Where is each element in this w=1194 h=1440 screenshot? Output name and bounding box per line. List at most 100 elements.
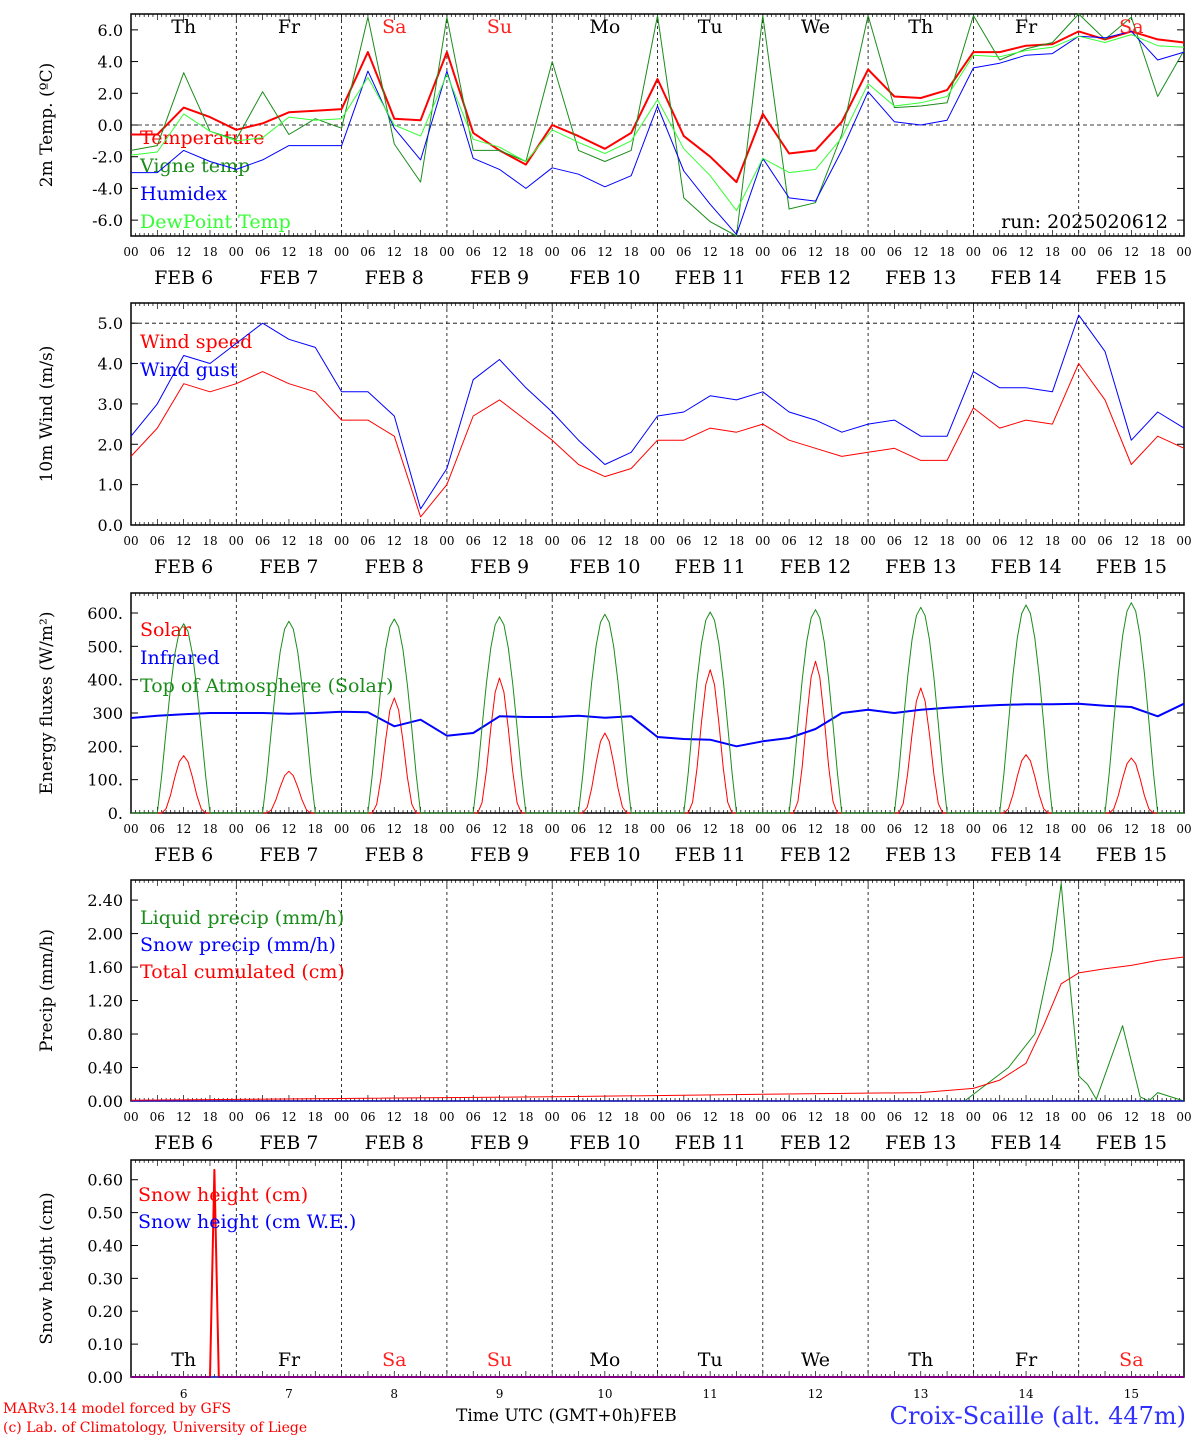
series-line-infrared (130, 702, 1185, 748)
hour-tick-label: 00 (966, 1110, 981, 1124)
hour-tick-label: 00 (966, 822, 981, 836)
hour-tick-label: 18 (413, 534, 428, 548)
date-label: FEB 14 (990, 844, 1061, 866)
hour-tick-label: 12 (176, 822, 191, 836)
hour-tick-label: 18 (518, 245, 533, 259)
y-tick-label: -6.0 (92, 211, 123, 230)
date-label: FEB 10 (569, 556, 640, 578)
hour-tick-label: 18 (834, 822, 849, 836)
hour-tick-label: 12 (281, 822, 296, 836)
weekday-label: Mo (589, 1349, 620, 1371)
hour-tick-label: 12 (176, 245, 191, 259)
date-label: FEB 6 (154, 1132, 213, 1154)
time-utc-label: Time UTC (GMT+0h) (456, 1406, 641, 1426)
weekday-label: Tu (698, 1349, 723, 1371)
series-line-wind-speed (130, 363, 1185, 518)
date-label: FEB 13 (885, 267, 956, 289)
hour-tick-label: 06 (150, 1110, 165, 1124)
date-label: FEB 9 (470, 1132, 529, 1154)
hour-tick-label: 12 (597, 534, 612, 548)
chart-panel-2: 5.0 4.0 3.0 2.0 1.0 0.0 10m Wind (m/s) Wind spe… (37, 302, 1192, 578)
hour-tick-label: 00 (123, 822, 138, 836)
series-line-temperature (131, 30, 1185, 184)
hour-tick-label: 06 (360, 534, 375, 548)
weekday-label: Mo (589, 16, 620, 38)
hour-tick-label: 00 (334, 822, 349, 836)
y-tick-label: 1.0 (98, 476, 123, 495)
hour-tick-label: 06 (781, 245, 796, 259)
hour-tick-label: 06 (1097, 245, 1112, 259)
y-tick-label: 300 (92, 704, 123, 723)
y-tick-label: 0.20 (87, 1302, 123, 1321)
weekday-label: Fr (1015, 1349, 1038, 1371)
date-label: FEB 10 (569, 267, 640, 289)
hour-tick-label: 18 (1150, 822, 1165, 836)
date-label: FEB 10 (569, 844, 640, 866)
hour-tick-label: 18 (834, 245, 849, 259)
hour-tick-label: 00 (545, 822, 560, 836)
y-tick-label: 600. (87, 604, 123, 623)
station-title: Croix-Scaille (alt. 447m) (889, 1402, 1186, 1430)
hour-tick-label: 12 (703, 245, 718, 259)
y-tick-label: 400. (87, 671, 123, 690)
hour-tick-label: 06 (1097, 1110, 1112, 1124)
hour-tick-label: 12 (281, 534, 296, 548)
hour-tick-label: 06 (255, 245, 270, 259)
hour-tick-label: 06 (676, 534, 691, 548)
hour-tick-label: 00 (1071, 245, 1086, 259)
hour-tick-label: 06 (571, 245, 586, 259)
y-tick-label: -2.0 (92, 148, 123, 167)
hour-tick-label: 00 (860, 245, 875, 259)
hour-tick-label: 00 (439, 245, 454, 259)
y-tick-label: 0.40 (87, 1236, 123, 1255)
day-number-label: 8 (390, 1387, 398, 1401)
weekday-label: Th (171, 16, 196, 38)
hour-tick-label: 12 (703, 822, 718, 836)
hour-tick-label: 12 (1124, 534, 1139, 548)
hour-tick-label: 18 (834, 1110, 849, 1124)
hour-tick-label: 06 (466, 822, 481, 836)
hour-tick-label: 18 (308, 822, 323, 836)
hour-tick-label: 06 (992, 822, 1007, 836)
hour-tick-label: 18 (308, 245, 323, 259)
hour-tick-label: 06 (676, 245, 691, 259)
hour-tick-label: 12 (387, 822, 402, 836)
hour-tick-label: 18 (729, 534, 744, 548)
weekday-label: Sa (382, 16, 406, 38)
weekday-label: Th (171, 1349, 196, 1371)
hour-tick-label: 00 (1176, 534, 1191, 548)
date-label: FEB 7 (259, 844, 318, 866)
date-label: FEB 7 (259, 267, 318, 289)
hour-tick-label: 18 (1045, 822, 1060, 836)
weekday-label: Fr (278, 16, 301, 38)
hour-tick-label: 00 (755, 1110, 770, 1124)
hour-tick-label: 06 (1097, 534, 1112, 548)
date-label: FEB 8 (365, 556, 424, 578)
hour-tick-label: 18 (308, 1110, 323, 1124)
hour-tick-label: 00 (439, 1110, 454, 1124)
date-label: FEB 15 (1096, 1132, 1167, 1154)
hour-tick-label: 06 (571, 1110, 586, 1124)
hour-tick-label: 18 (1150, 245, 1165, 259)
y-tick-label: 0.0 (98, 516, 123, 535)
legend-entry: Wind gust (140, 359, 238, 381)
y-tick-label: 1.20 (87, 992, 123, 1011)
hour-tick-label: 18 (624, 245, 639, 259)
hour-tick-label: 18 (202, 822, 217, 836)
legend-entry: Snow height (cm) (138, 1184, 308, 1206)
hour-tick-label: 12 (1124, 822, 1139, 836)
y-tick-label: 0.10 (87, 1335, 123, 1354)
day-number-label: 12 (808, 1387, 823, 1401)
hour-tick-label: 18 (1045, 1110, 1060, 1124)
hour-tick-label: 18 (729, 822, 744, 836)
weekday-label: Fr (278, 1349, 301, 1371)
y-tick-label: 0.00 (87, 1092, 123, 1111)
series-line-dewpoint-temp (130, 34, 1185, 212)
y-tick-label: 0.30 (87, 1269, 123, 1288)
hour-tick-label: 06 (781, 534, 796, 548)
hour-tick-label: 00 (439, 534, 454, 548)
hour-tick-label: 18 (624, 534, 639, 548)
day-number-label: 9 (496, 1387, 504, 1401)
hour-tick-label: 00 (123, 1110, 138, 1124)
